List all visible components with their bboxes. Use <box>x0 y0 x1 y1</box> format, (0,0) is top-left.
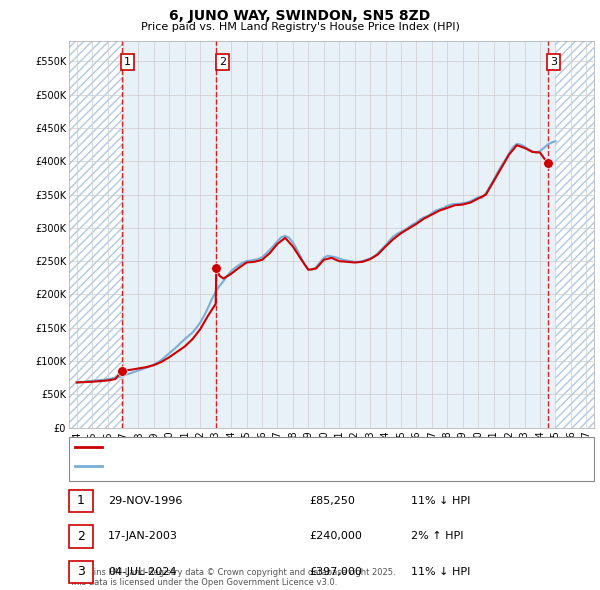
Text: Price paid vs. HM Land Registry's House Price Index (HPI): Price paid vs. HM Land Registry's House … <box>140 22 460 32</box>
Text: 04-JUL-2024: 04-JUL-2024 <box>108 567 176 576</box>
Text: 2: 2 <box>218 57 226 67</box>
Text: Contains HM Land Registry data © Crown copyright and database right 2025.
This d: Contains HM Land Registry data © Crown c… <box>69 568 395 587</box>
Text: 11% ↓ HPI: 11% ↓ HPI <box>411 567 470 576</box>
Text: 1: 1 <box>124 57 131 67</box>
Text: 3: 3 <box>550 57 557 67</box>
Text: 6, JUNO WAY, SWINDON, SN5 8ZD: 6, JUNO WAY, SWINDON, SN5 8ZD <box>169 9 431 23</box>
Bar <box>69 41 123 428</box>
Text: £85,250: £85,250 <box>309 496 355 506</box>
Text: 2: 2 <box>77 530 85 543</box>
Text: 17-JAN-2003: 17-JAN-2003 <box>108 532 178 541</box>
Text: 3: 3 <box>77 565 85 578</box>
Text: 6, JUNO WAY, SWINDON, SN5 8ZD (detached house): 6, JUNO WAY, SWINDON, SN5 8ZD (detached … <box>108 442 398 452</box>
Text: 2% ↑ HPI: 2% ↑ HPI <box>411 532 463 541</box>
Text: 1: 1 <box>77 494 85 507</box>
Bar <box>556 41 594 428</box>
Text: HPI: Average price, detached house, Swindon: HPI: Average price, detached house, Swin… <box>108 461 362 471</box>
Text: 11% ↓ HPI: 11% ↓ HPI <box>411 496 470 506</box>
Text: £240,000: £240,000 <box>309 532 362 541</box>
Text: £397,000: £397,000 <box>309 567 362 576</box>
Text: 29-NOV-1996: 29-NOV-1996 <box>108 496 182 506</box>
